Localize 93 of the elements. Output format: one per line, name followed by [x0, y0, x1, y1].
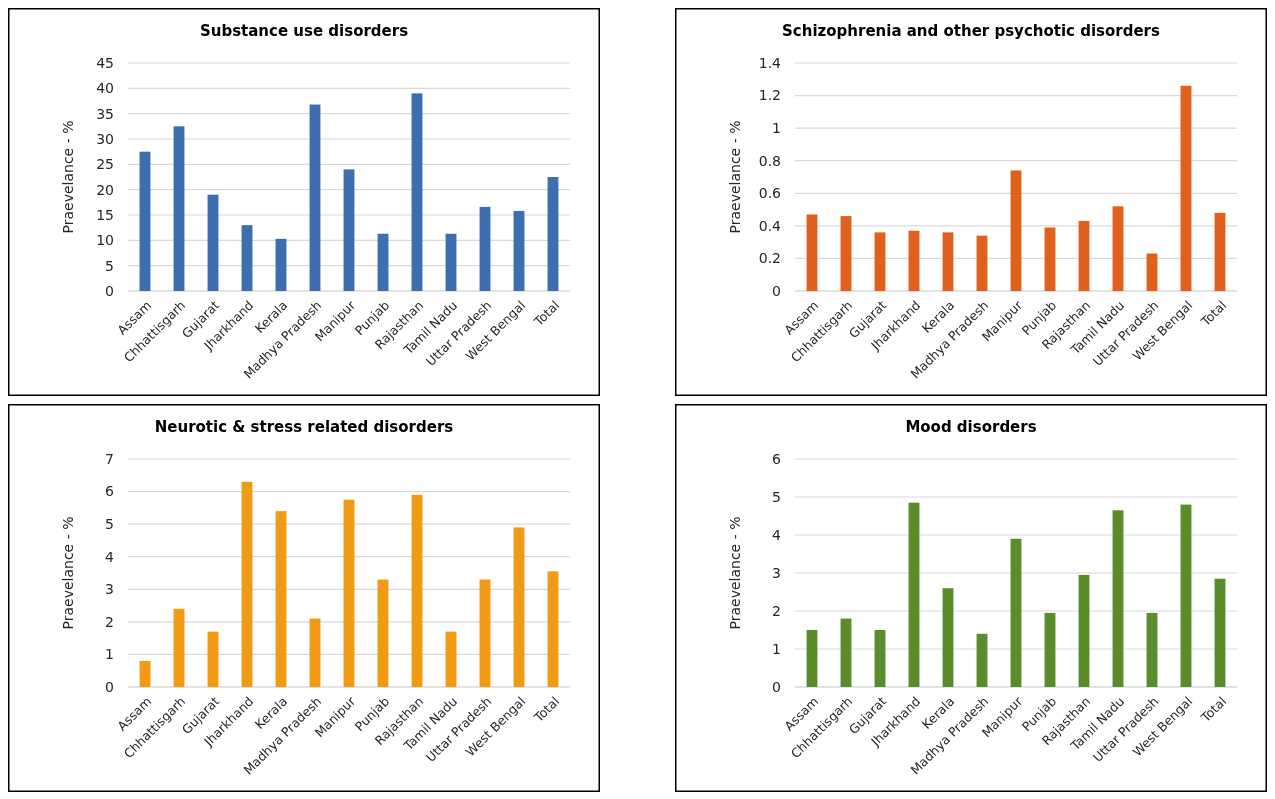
y-tick-label: 7 — [105, 450, 114, 467]
y-tick-label: 3 — [105, 581, 114, 598]
chart-title: Substance use disorders — [199, 22, 409, 40]
y-tick-label: 15 — [96, 206, 114, 223]
y-axis-title: Praevelance - % — [60, 120, 76, 234]
y-tick-label: 0 — [772, 678, 781, 695]
bar — [241, 225, 253, 291]
y-tick-label: 3 — [772, 564, 781, 581]
bar — [547, 571, 559, 687]
y-tick-label: 20 — [96, 181, 114, 198]
y-axis-title: Praevelance - % — [727, 120, 743, 234]
bar — [806, 630, 818, 687]
y-tick-label: 10 — [96, 232, 114, 249]
bar — [1214, 212, 1226, 291]
bar — [1180, 85, 1192, 291]
bar — [1044, 227, 1056, 291]
bar — [976, 633, 988, 687]
bar — [139, 660, 151, 687]
bar — [139, 151, 151, 291]
bar — [1078, 220, 1090, 291]
bar — [908, 230, 920, 291]
y-tick-label: 0 — [772, 282, 781, 299]
bar — [173, 608, 185, 687]
bar — [874, 630, 886, 687]
y-tick-label: 0.6 — [758, 185, 782, 202]
y-axis-title: Praevelance - % — [60, 516, 76, 630]
bar — [874, 232, 886, 291]
y-tick-label: 2 — [105, 613, 114, 630]
bar — [1010, 170, 1022, 291]
y-tick-label: 0 — [105, 678, 114, 695]
y-tick-label: 2 — [772, 602, 781, 619]
bar — [1044, 612, 1056, 687]
y-tick-label: 5 — [772, 488, 781, 505]
bar — [207, 194, 219, 291]
bar — [942, 232, 954, 291]
bar — [840, 618, 852, 687]
bar — [806, 214, 818, 291]
bar — [976, 235, 988, 291]
bar — [309, 104, 321, 291]
bar — [1214, 578, 1226, 687]
y-tick-label: 4 — [772, 526, 782, 543]
bar — [479, 579, 491, 687]
bar — [241, 481, 253, 687]
chart-title: Mood disorders — [905, 418, 1037, 436]
y-tick-label: 0.4 — [758, 217, 782, 234]
bar — [445, 233, 457, 291]
bar — [513, 210, 525, 291]
y-tick-label: 1.2 — [758, 87, 781, 104]
y-tick-label: 40 — [96, 80, 114, 97]
bar — [377, 579, 389, 687]
bar — [411, 93, 423, 291]
y-tick-label: 0.2 — [758, 250, 781, 267]
bar — [309, 618, 321, 687]
bar — [547, 177, 559, 291]
chart-title: Schizophrenia and other psychotic disorders — [782, 22, 1161, 40]
y-axis-title: Praevelance - % — [727, 516, 743, 630]
bar — [275, 238, 287, 291]
bar — [479, 206, 491, 291]
bar — [1078, 574, 1090, 687]
y-tick-label: 45 — [96, 54, 114, 71]
bar — [1146, 253, 1158, 291]
bar — [1180, 504, 1192, 687]
bar — [513, 527, 525, 687]
bar — [942, 588, 954, 687]
bar — [1112, 510, 1124, 687]
y-tick-label: 1 — [772, 120, 781, 137]
y-tick-label: 6 — [105, 483, 115, 500]
y-tick-label: 5 — [105, 257, 114, 274]
y-tick-label: 6 — [772, 450, 782, 467]
bar — [840, 216, 852, 291]
bar — [207, 631, 219, 687]
y-tick-label: 25 — [96, 156, 114, 173]
bar — [908, 502, 920, 687]
bar — [411, 494, 423, 687]
y-tick-label: 35 — [96, 105, 114, 122]
y-tick-label: 30 — [96, 130, 114, 147]
y-tick-label: 0 — [105, 282, 114, 299]
chart-title: Neurotic & stress related disorders — [154, 418, 454, 436]
y-tick-label: 1 — [105, 646, 114, 663]
bar — [343, 499, 355, 687]
bar — [445, 631, 457, 687]
bar — [1010, 538, 1022, 687]
bar — [1112, 206, 1124, 291]
y-tick-label: 5 — [105, 516, 114, 533]
bar — [1146, 612, 1158, 687]
y-tick-label: 0.8 — [758, 152, 781, 169]
y-tick-label: 4 — [105, 548, 115, 565]
bar — [275, 511, 287, 687]
bar — [173, 126, 185, 291]
bar — [377, 233, 389, 291]
bar — [343, 169, 355, 291]
y-tick-label: 1.4 — [758, 54, 782, 71]
y-tick-label: 1 — [772, 640, 781, 657]
